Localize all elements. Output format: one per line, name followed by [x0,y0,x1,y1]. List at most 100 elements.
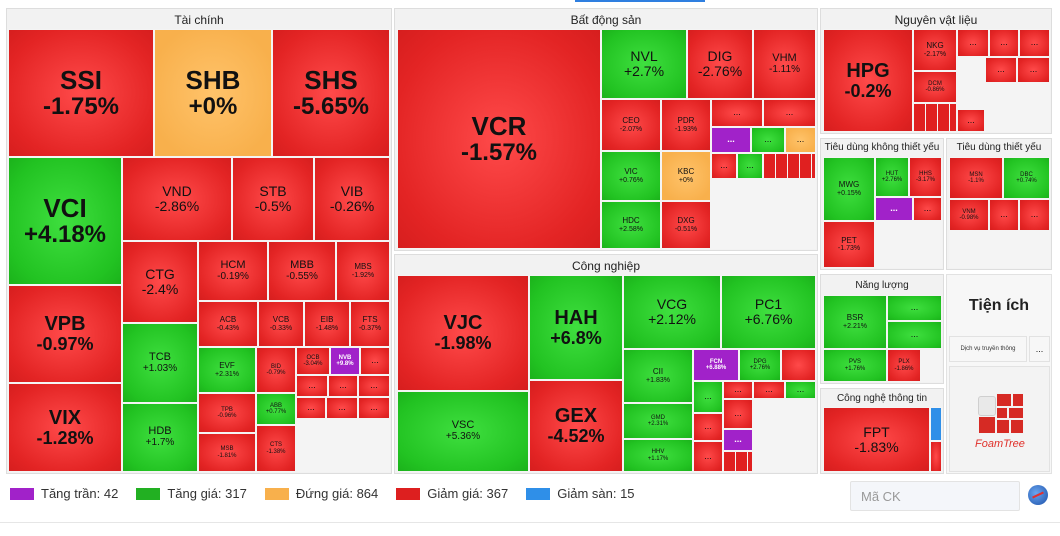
stock-tile-vcr[interactable]: VCR -1.57% [397,29,601,249]
stock-tile-plx[interactable]: PLX -1.86% [887,349,921,382]
stock-tile-more[interactable]: ... [358,397,390,419]
stock-tile-evf[interactable]: EVF +2.31% [198,347,256,393]
stock-tile-bid[interactable]: BID -0.79% [256,347,296,393]
stock-tile-vsc[interactable]: VSC +5.36% [397,391,529,472]
stock-tile-more[interactable]: ... [723,429,753,451]
small-tiles-cluster[interactable] [985,83,1050,132]
legend-item-giam-gia[interactable]: Giảm giá: 367 [396,486,508,501]
stock-tile-fts[interactable]: FTS -0.37% [350,301,390,347]
stock-tile-nkg[interactable]: NKG -2.17% [913,29,957,71]
stock-tile-vix[interactable]: VIX -1.28% [8,383,122,472]
stock-tile-gex[interactable]: GEX -4.52% [529,380,623,472]
stock-tile-more[interactable]: ... [737,153,763,179]
stock-tile-ceo[interactable]: CEO -2.07% [601,99,661,151]
stock-tile-hpg[interactable]: HPG -0.2% [823,29,913,132]
stock-tile-vjc[interactable]: VJC -1.98% [397,275,529,391]
stock-tile-dcm[interactable]: DCM -0.86% [913,71,957,103]
stock-tile-shs[interactable]: SHS -5.65% [272,29,390,157]
stock-tile-vpb[interactable]: VPB -0.97% [8,285,122,383]
stock-tile-more[interactable]: ... [875,197,913,221]
stock-tile-abb[interactable]: ABB +0.77% [256,393,296,425]
stock-tile-more[interactable]: ... [326,397,358,419]
stock-tile-vci[interactable]: VCI +4.18% [8,157,122,285]
sub-sector-dich-vu-truyen-thong[interactable]: Dịch vụ truyền thông [949,336,1027,362]
stock-tile-more[interactable]: ... [723,399,753,429]
stock-tile-dpg[interactable]: DPG +2.76% [739,349,781,381]
stock-tile-vib[interactable]: VIB -0.26% [314,157,390,241]
small-tiles-cluster[interactable] [711,179,816,249]
stock-tile-hut[interactable]: HUT +2.76% [875,157,909,197]
stock-tile-more[interactable]: ... [358,375,390,397]
stock-tile-more[interactable]: ... [887,295,942,321]
stock-tile-more[interactable]: ... [693,381,723,413]
stock-tile-gmd[interactable]: GMD +2.31% [623,403,693,439]
stock-tile-vic[interactable]: VIC +0.76% [601,151,661,201]
site-logo-icon[interactable] [1028,485,1048,505]
stock-tile-more[interactable]: ... [985,57,1017,83]
stock-tile-more[interactable]: ... [723,381,753,399]
stock-tile-hhs[interactable]: HHS -3.17% [909,157,942,197]
stock-tile-vnd[interactable]: VND -2.86% [122,157,232,241]
stock-tile-dbc[interactable]: DBC +0.74% [1003,157,1050,199]
stock-tile-bsr[interactable]: BSR +2.21% [823,295,887,349]
stock-tile-mbb[interactable]: MBB -0.55% [268,241,336,301]
stock-tile-more[interactable]: ... [693,441,723,472]
stock-tile-nvl[interactable]: NVL +2.7% [601,29,687,99]
stock-tile-hcm[interactable]: HCM -0.19% [198,241,268,301]
stock-tile-hdb[interactable]: HDB +1.7% [122,403,198,472]
stock-tile-nvb[interactable]: NVB +9.8% [330,347,360,375]
stock-tile-more[interactable]: ... [753,381,785,399]
small-tiles-cluster[interactable] [296,419,390,472]
stock-tile-eib[interactable]: EIB -1.48% [304,301,350,347]
stock-tile-pet[interactable]: PET -1.73% [823,221,875,268]
stock-tile-dig[interactable]: DIG -2.76% [687,29,753,99]
stock-tile-more[interactable]: ... [1019,199,1050,231]
stock-tile-more[interactable]: ... [989,199,1019,231]
small-tiles-cluster[interactable] [913,103,957,132]
stock-tile-more[interactable]: ... [296,397,326,419]
stock-tile-hdc[interactable]: HDC +2.58% [601,201,661,249]
stock-tile-more[interactable]: ... [989,29,1019,57]
stock-tile-ssi[interactable]: SSI -1.75% [8,29,154,157]
stock-tile-more[interactable]: ... [913,197,942,221]
stock-tile-pvs[interactable]: PVS +1.76% [823,349,887,382]
small-tiles-cluster[interactable] [723,451,753,472]
stock-tile-more[interactable]: ... [751,127,785,153]
stock-tile-more[interactable]: ... [360,347,390,375]
stock-tile-more[interactable]: ... [1017,57,1050,83]
small-tiles-cluster[interactable] [921,349,942,382]
legend-item-tang-tran[interactable]: Tăng trần: 42 [10,486,118,501]
stock-tile-more[interactable]: ... [763,99,816,127]
stock-tile-more[interactable]: ... [693,413,723,441]
stock-tile-more[interactable]: ... [957,109,985,132]
stock-tile-ctg[interactable]: CTG -2.4% [122,241,198,323]
stock-tile-dxg[interactable]: DXG -0.51% [661,201,711,249]
stock-tile-acb[interactable]: ACB -0.43% [198,301,258,347]
stock-tile-pdr[interactable]: PDR -1.93% [661,99,711,151]
stock-tile-more[interactable]: ... [1019,29,1050,57]
stock-tile-more[interactable]: ... [711,153,737,179]
stock-tile-tpb[interactable]: TPB -0.96% [198,393,256,433]
stock-tile-more[interactable]: ... [711,99,763,127]
stock-tile-more[interactable]: ... [1029,336,1050,362]
small-tiles-cluster[interactable] [949,231,1050,268]
stock-tile-vcg[interactable]: VCG +2.12% [623,275,721,349]
stock-tile-hah[interactable]: HAH +6.8% [529,275,623,380]
stock-tile-more[interactable]: ... [957,29,989,57]
stock-tile-shb[interactable]: SHB +0% [154,29,272,157]
stock-tile-more[interactable]: ... [711,127,751,153]
small-tiles-cluster[interactable] [957,57,985,109]
stock-tile-cts[interactable]: CTS -1.38% [256,425,296,472]
stock-tile-vhm[interactable]: VHM -1.11% [753,29,816,99]
stock-tile-vcb[interactable]: VCB -0.33% [258,301,304,347]
legend-item-dung-gia[interactable]: Đứng giá: 864 [264,486,378,501]
small-tiles-cluster[interactable] [753,399,816,472]
stock-tile-floor[interactable] [930,407,942,441]
small-tiles-cluster[interactable] [763,153,816,179]
stock-tile-msb[interactable]: MSB -1.81% [198,433,256,472]
stock-tile-fpt[interactable]: FPT -1.83% [823,407,930,472]
stock-tile-more[interactable]: ... [887,321,942,349]
small-tiles-cluster[interactable] [875,221,942,268]
stock-tile-mwg[interactable]: MWG +0.15% [823,157,875,221]
stock-tile-more[interactable]: ... [328,375,358,397]
